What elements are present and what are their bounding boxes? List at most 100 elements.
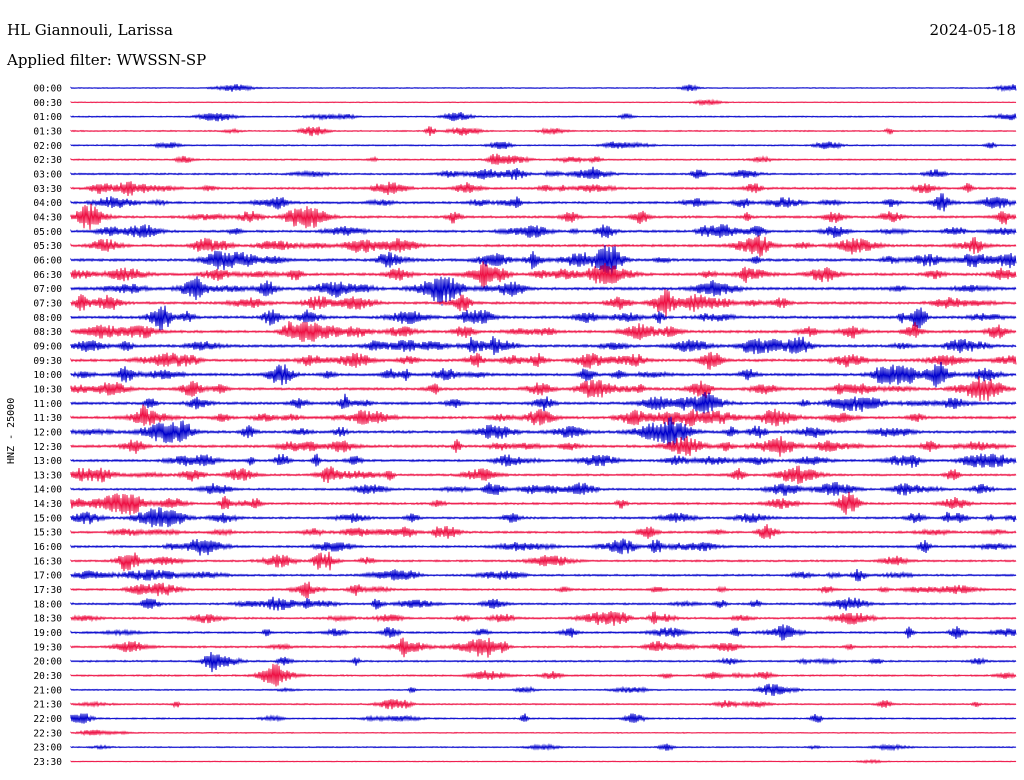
trace-line <box>70 336 1017 356</box>
row-time-label: 08:00 <box>33 313 62 324</box>
row-time-label: 19:00 <box>33 628 62 639</box>
trace-line <box>70 569 1017 582</box>
trace-line <box>70 235 1017 257</box>
row-time-label: 00:30 <box>33 98 62 109</box>
trace-line <box>70 699 1017 710</box>
trace-line <box>70 637 1017 658</box>
row-time-label: 06:00 <box>33 255 62 266</box>
trace-line <box>70 524 1017 539</box>
row-time-label: 04:00 <box>33 198 62 209</box>
row-time-label: 11:30 <box>33 413 62 424</box>
trace-line <box>70 112 1017 122</box>
row-time-label: 22:30 <box>33 728 62 739</box>
trace-line <box>70 321 1017 342</box>
trace-line <box>70 361 1017 388</box>
row-time-label: 05:00 <box>33 227 62 238</box>
trace-line <box>70 98 1017 107</box>
row-time-label: 23:30 <box>33 757 62 768</box>
row-time-label: 14:00 <box>33 485 62 496</box>
row-time-label: 15:00 <box>33 513 62 524</box>
row-time-label: 13:30 <box>33 470 62 481</box>
trace-line <box>70 305 1017 331</box>
row-time-label: 05:30 <box>33 241 62 252</box>
row-time-label: 11:00 <box>33 399 62 410</box>
row-time-label: 15:30 <box>33 528 62 539</box>
trace-line <box>70 465 1017 485</box>
trace-line <box>70 166 1017 180</box>
row-time-label: 09:00 <box>33 341 62 352</box>
station-title: HL Giannouli, Larissa <box>7 21 173 39</box>
trace-line <box>70 683 1017 697</box>
row-time-label: 16:00 <box>33 542 62 553</box>
row-time-label: 03:00 <box>33 169 62 180</box>
row-time-label: 00:00 <box>33 84 62 95</box>
trace-line <box>70 481 1017 496</box>
trace-line <box>70 416 1017 447</box>
filter-label: Applied filter: WWSSN-SP <box>7 51 207 69</box>
trace-line <box>70 758 1017 765</box>
row-time-label: 22:00 <box>33 714 62 725</box>
row-time-label: 01:30 <box>33 126 62 137</box>
row-time-label: 08:30 <box>33 327 62 338</box>
trace-line <box>70 141 1017 150</box>
trace-line <box>70 276 1017 306</box>
row-time-label: 14:30 <box>33 499 62 510</box>
trace-line <box>70 376 1017 402</box>
trace-line <box>70 153 1017 165</box>
trace-line <box>70 610 1017 626</box>
row-time-label: 10:00 <box>33 370 62 381</box>
date-label: 2024-05-18 <box>929 21 1016 39</box>
trace-line <box>70 713 1017 724</box>
trace-line <box>70 392 1017 414</box>
row-time-label: 01:00 <box>33 112 62 123</box>
trace-line <box>70 651 1017 673</box>
trace-line <box>70 624 1017 641</box>
row-time-label: 20:00 <box>33 657 62 668</box>
row-time-label: 20:30 <box>33 671 62 682</box>
row-time-label: 16:30 <box>33 556 62 567</box>
trace-line <box>70 743 1017 752</box>
trace-line <box>70 581 1017 599</box>
trace-line <box>70 126 1017 137</box>
row-time-label: 19:30 <box>33 642 62 653</box>
row-time-label: 21:30 <box>33 700 62 711</box>
trace-line <box>70 84 1017 93</box>
trace-line <box>70 289 1017 317</box>
row-time-label: 21:00 <box>33 685 62 696</box>
row-time-label: 23:00 <box>33 743 62 754</box>
row-time-label: 12:00 <box>33 427 62 438</box>
trace-line <box>70 491 1017 515</box>
trace-line <box>70 551 1017 572</box>
trace-line <box>70 663 1017 687</box>
row-time-label: 07:00 <box>33 284 62 295</box>
trace-line <box>70 224 1017 239</box>
row-time-label: 17:30 <box>33 585 62 596</box>
row-time-label: 18:00 <box>33 599 62 610</box>
trace-line <box>70 507 1017 528</box>
trace-line <box>70 729 1017 737</box>
row-time-label: 06:30 <box>33 270 62 281</box>
row-time-label: 02:30 <box>33 155 62 166</box>
trace-line <box>70 404 1017 427</box>
row-time-label: 07:30 <box>33 298 62 309</box>
trace-line <box>70 261 1017 290</box>
trace-line <box>70 181 1017 197</box>
row-time-label: 04:30 <box>33 212 62 223</box>
trace-line <box>70 203 1017 230</box>
row-time-label: 13:00 <box>33 456 62 467</box>
trace-line <box>70 596 1017 611</box>
row-time-label: 10:30 <box>33 384 62 395</box>
row-time-label: 12:30 <box>33 442 62 453</box>
row-time-label: 02:00 <box>33 141 62 152</box>
trace-line <box>70 453 1017 468</box>
row-time-label: 17:00 <box>33 571 62 582</box>
trace-line <box>70 245 1017 277</box>
trace-line <box>70 538 1017 556</box>
trace-line <box>70 193 1017 212</box>
row-time-label: 09:30 <box>33 356 62 367</box>
row-time-label: 03:30 <box>33 184 62 195</box>
trace-line <box>70 436 1017 457</box>
trace-line <box>70 351 1017 370</box>
